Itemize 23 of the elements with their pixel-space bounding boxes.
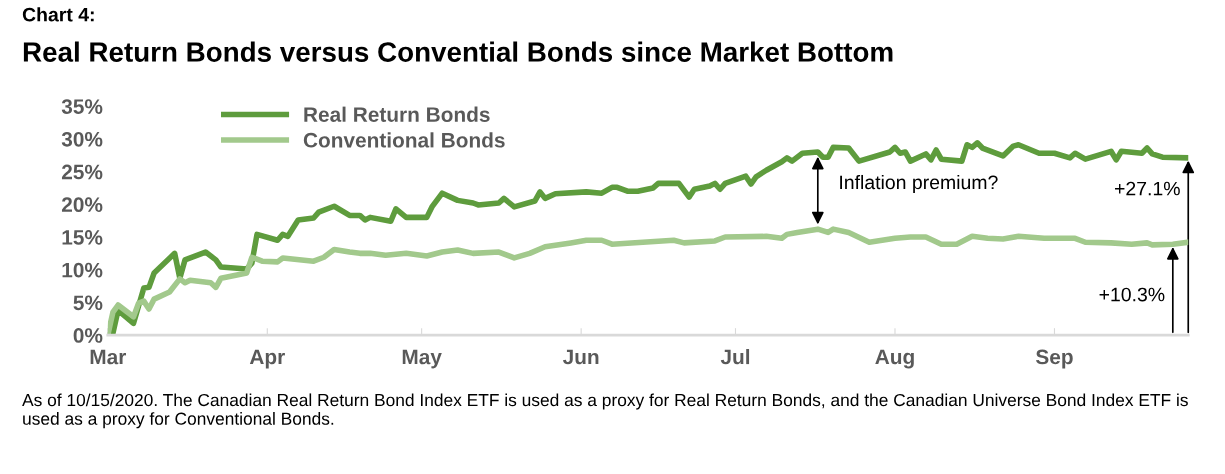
chart-subtitle: Chart 4: xyxy=(22,7,94,22)
y-tick-label: 10% xyxy=(62,262,103,278)
legend-label: Real Return Bonds xyxy=(304,106,490,122)
chart-title: Real Return Bonds versus Convential Bonds since Market Bottom xyxy=(23,41,893,62)
y-tick-label: 35% xyxy=(61,99,103,114)
y-tick-label: 30% xyxy=(61,131,103,147)
annotation: Inflation premium? xyxy=(840,174,998,194)
x-tick-label: Apr xyxy=(249,349,285,369)
x-tick-label: May xyxy=(402,349,442,369)
x-tick-label: Jun xyxy=(562,349,599,365)
x-tick-label: Mar xyxy=(90,349,127,365)
text: As of 10/15/2020. The Canadian Real Return Bond Index ETF is used as a proxy for Real Return Bonds, and the Canadian Universe Bond Index ETF is used as a proxy for Conventional Bonds. xyxy=(22,393,1188,429)
legend-label: Conventional Bonds xyxy=(303,132,505,148)
y-tick-label: 15% xyxy=(62,230,103,245)
x-tick-label: Sep xyxy=(1035,349,1073,369)
x-tick-label: Jul xyxy=(720,349,750,365)
annotation: +10.3% xyxy=(1099,287,1165,302)
x-tick-label: Aug xyxy=(875,349,914,369)
annotation: +27.1% xyxy=(1115,181,1180,196)
y-tick-label: 5% xyxy=(73,295,103,311)
y-tick-label: 20% xyxy=(61,197,103,213)
y-tick-label: 0% xyxy=(73,328,103,343)
y-tick-label: 25% xyxy=(61,164,103,180)
